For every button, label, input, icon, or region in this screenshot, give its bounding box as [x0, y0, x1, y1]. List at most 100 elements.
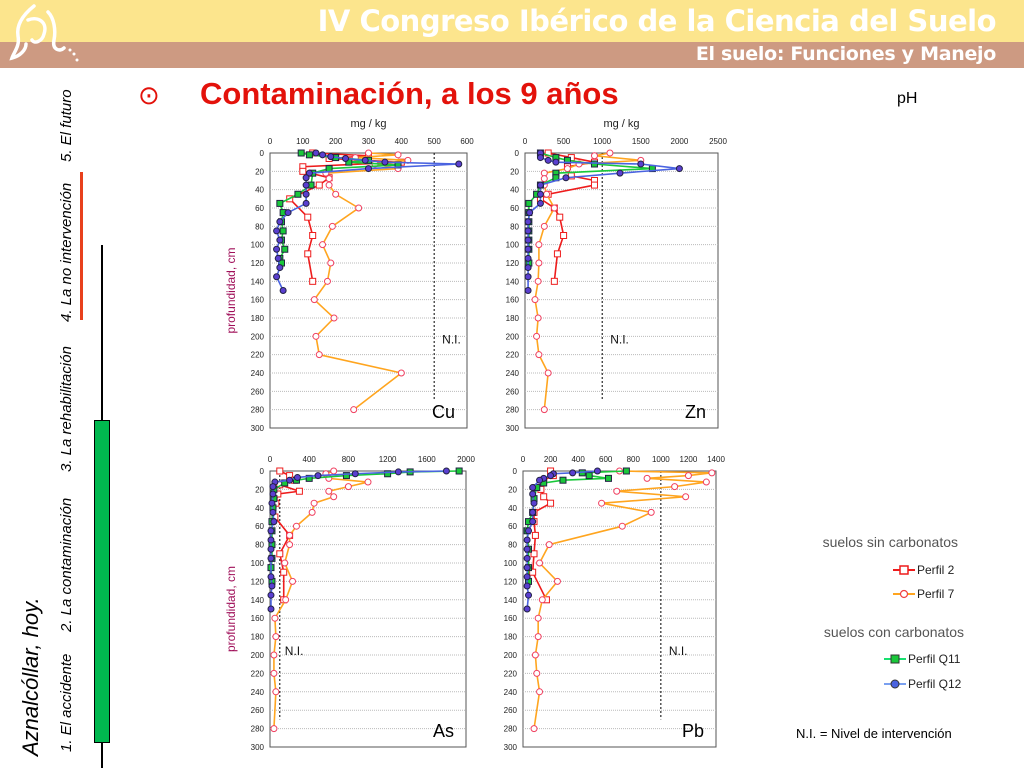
data-point — [267, 545, 275, 553]
data-point — [606, 149, 614, 157]
data-point — [384, 470, 392, 478]
y-tick-label: 200 — [251, 332, 265, 341]
x-tick-label: 0 — [521, 455, 526, 464]
data-point — [531, 531, 539, 539]
data-point — [529, 568, 537, 576]
data-point — [342, 155, 350, 162]
y-tick-label: 40 — [508, 504, 517, 513]
plot-frame — [524, 152, 719, 429]
y-tick-label: 140 — [251, 596, 265, 605]
data-point — [267, 605, 275, 613]
congress-logo — [9, 4, 79, 62]
legend-marker-q11 — [884, 654, 906, 664]
data-point — [613, 487, 621, 495]
data-point — [270, 651, 278, 659]
y-tick-label: 80 — [510, 222, 519, 231]
x-axis-label: mg / kg — [350, 118, 386, 130]
data-point — [540, 493, 548, 501]
ph-link[interactable]: pH — [897, 90, 918, 107]
data-point — [525, 591, 533, 599]
y-tick-label: 280 — [251, 725, 265, 734]
data-point — [281, 559, 289, 567]
plot-frame — [269, 470, 467, 748]
plot-frame — [522, 470, 717, 748]
series-perfil-q12 — [273, 149, 463, 294]
data-point — [332, 190, 340, 198]
x-tick-label: 2000 — [457, 455, 475, 464]
data-point — [523, 545, 531, 553]
y-tick-label: 260 — [251, 706, 265, 715]
data-point — [299, 167, 307, 175]
x-tick-label: 500 — [427, 137, 441, 146]
data-point — [534, 277, 542, 285]
y-tick-label: 280 — [506, 406, 520, 415]
data-point — [524, 264, 532, 272]
legend-marker-q12 — [884, 679, 906, 689]
x-tick-label: 1200 — [379, 455, 397, 464]
data-point — [530, 550, 538, 558]
data-point — [364, 478, 372, 486]
data-point — [543, 190, 551, 198]
data-point — [310, 296, 318, 304]
data-point — [276, 264, 284, 272]
y-tick-label: 120 — [506, 259, 520, 268]
data-point — [292, 522, 300, 530]
data-point — [525, 527, 533, 535]
data-point — [675, 165, 683, 173]
data-point — [308, 508, 316, 516]
y-tick-label: 20 — [255, 485, 264, 494]
series-perfil-q12 — [524, 149, 683, 294]
x-tick-label: 800 — [627, 455, 641, 464]
ni-label: N.I. — [285, 644, 304, 658]
x-tick-label: 400 — [303, 455, 317, 464]
data-point — [622, 467, 630, 475]
data-point — [394, 151, 402, 159]
data-point — [523, 564, 531, 572]
data-point — [270, 669, 278, 677]
y-tick-label: 180 — [506, 314, 520, 323]
y-tick-label: 140 — [506, 277, 520, 286]
x-tick-label: 800 — [342, 455, 356, 464]
data-point — [553, 250, 561, 258]
x-tick-label: 1000 — [652, 455, 670, 464]
x-tick-label: 1400 — [707, 455, 725, 464]
ni-label: N.I. — [669, 644, 688, 658]
x-tick-label: 500 — [557, 137, 571, 146]
data-point — [684, 472, 692, 480]
y-tick-label: 300 — [504, 743, 518, 752]
y-tick-label: 300 — [251, 424, 265, 433]
element-label: Zn — [685, 402, 706, 422]
data-point — [604, 474, 612, 482]
data-point — [304, 250, 312, 258]
data-point — [540, 222, 548, 230]
legend-marker-perfil7 — [893, 589, 915, 599]
data-point — [556, 213, 564, 221]
y-tick-label: 220 — [506, 351, 520, 360]
x-tick-label: 200 — [544, 455, 558, 464]
data-point — [529, 484, 537, 492]
y-tick-label: 240 — [504, 688, 518, 697]
x-tick-label: 400 — [571, 455, 585, 464]
y-tick-label: 240 — [251, 688, 265, 697]
data-point — [647, 508, 655, 516]
data-point — [529, 518, 537, 526]
data-point — [523, 536, 531, 544]
data-point — [530, 499, 538, 507]
series-line — [275, 152, 459, 291]
data-point — [344, 483, 352, 491]
data-point — [267, 591, 275, 599]
y-tick-label: 40 — [255, 504, 264, 513]
data-point — [524, 254, 532, 262]
data-point — [533, 669, 541, 677]
chart-as: 0 20 40 60 80 100 120 140 160 180 200 220 240 260 280 3… — [224, 455, 475, 752]
data-point — [585, 472, 593, 480]
data-point — [325, 487, 333, 495]
data-point — [330, 314, 338, 322]
data-point — [540, 406, 548, 414]
data-point — [269, 508, 277, 516]
y-tick-label: 120 — [504, 577, 518, 586]
data-point — [550, 204, 558, 212]
data-point — [269, 490, 277, 498]
data-point — [355, 204, 363, 212]
data-point — [563, 156, 571, 164]
